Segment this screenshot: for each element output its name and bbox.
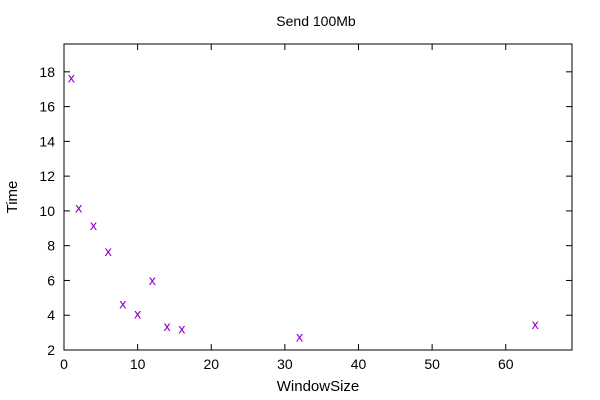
axis-ticks: 0 10 20 30 40 50 60 2 4 6 8 10 12 14 16 18: [39, 44, 572, 372]
y-tick-label: 12: [39, 168, 55, 184]
y-tick-label: 16: [39, 99, 55, 115]
data-point: x: [531, 318, 539, 333]
data-point: x: [104, 245, 112, 260]
x-tick-label: 50: [424, 356, 440, 372]
data-point: x: [68, 71, 76, 86]
x-tick-label: 60: [498, 356, 514, 372]
x-tick-label: 20: [203, 356, 219, 372]
x-tick-label: 10: [130, 356, 146, 372]
data-point: x: [90, 219, 98, 234]
y-tick-label: 18: [39, 64, 55, 80]
plot-frame: [63, 43, 573, 351]
y-tick-label: 4: [47, 307, 55, 323]
y-axis-label: Time: [4, 181, 21, 214]
y-tick-label: 10: [39, 203, 55, 219]
y-tick-label: 14: [39, 133, 55, 149]
data-point: x: [119, 297, 127, 312]
data-point: x: [296, 330, 304, 345]
data-point: x: [75, 202, 83, 217]
x-axis-label: WindowSize: [277, 378, 360, 395]
data-point: x: [134, 308, 142, 323]
y-tick-label: 2: [47, 342, 55, 358]
y-tick-label: 6: [47, 272, 55, 288]
x-tick-label: 0: [60, 356, 68, 372]
data-point: x: [178, 323, 186, 338]
x-tick-label: 40: [351, 356, 367, 372]
data-point: x: [148, 274, 156, 289]
data-point: x: [163, 320, 171, 335]
x-tick-label: 30: [277, 356, 293, 372]
y-tick-label: 8: [47, 238, 55, 254]
chart-title: Send 100Mb: [276, 13, 356, 29]
